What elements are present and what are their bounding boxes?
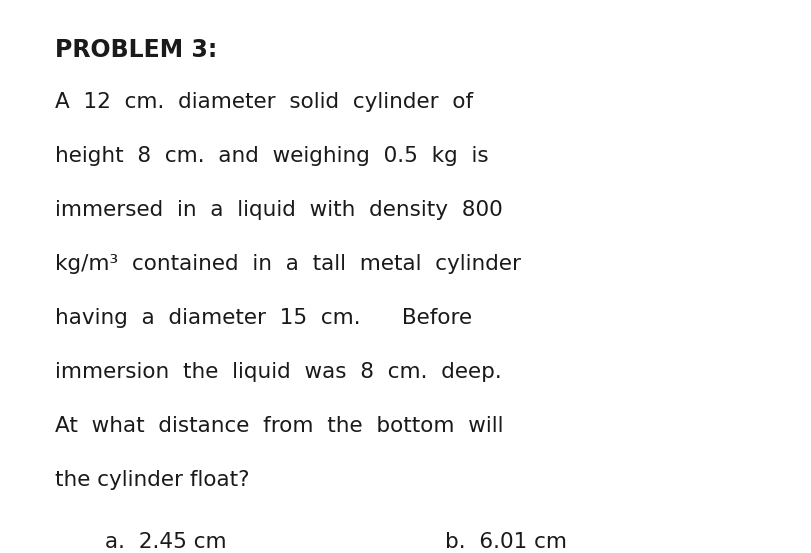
Text: b.  6.01 cm: b. 6.01 cm	[445, 532, 567, 552]
Text: the cylinder float?: the cylinder float?	[55, 470, 250, 490]
Text: A  12  cm.  diameter  solid  cylinder  of: A 12 cm. diameter solid cylinder of	[55, 92, 473, 112]
Text: At  what  distance  from  the  bottom  will: At what distance from the bottom will	[55, 416, 504, 436]
Text: kg/m³  contained  in  a  tall  metal  cylinder: kg/m³ contained in a tall metal cylinder	[55, 254, 521, 274]
Text: height  8  cm.  and  weighing  0.5  kg  is: height 8 cm. and weighing 0.5 kg is	[55, 146, 488, 166]
Text: PROBLEM 3:: PROBLEM 3:	[55, 38, 217, 62]
Text: a.  2.45 cm: a. 2.45 cm	[105, 532, 226, 552]
Text: immersed  in  a  liquid  with  density  800: immersed in a liquid with density 800	[55, 200, 503, 220]
Text: having  a  diameter  15  cm.      Before: having a diameter 15 cm. Before	[55, 308, 472, 328]
Text: immersion  the  liquid  was  8  cm.  deep.: immersion the liquid was 8 cm. deep.	[55, 362, 502, 382]
